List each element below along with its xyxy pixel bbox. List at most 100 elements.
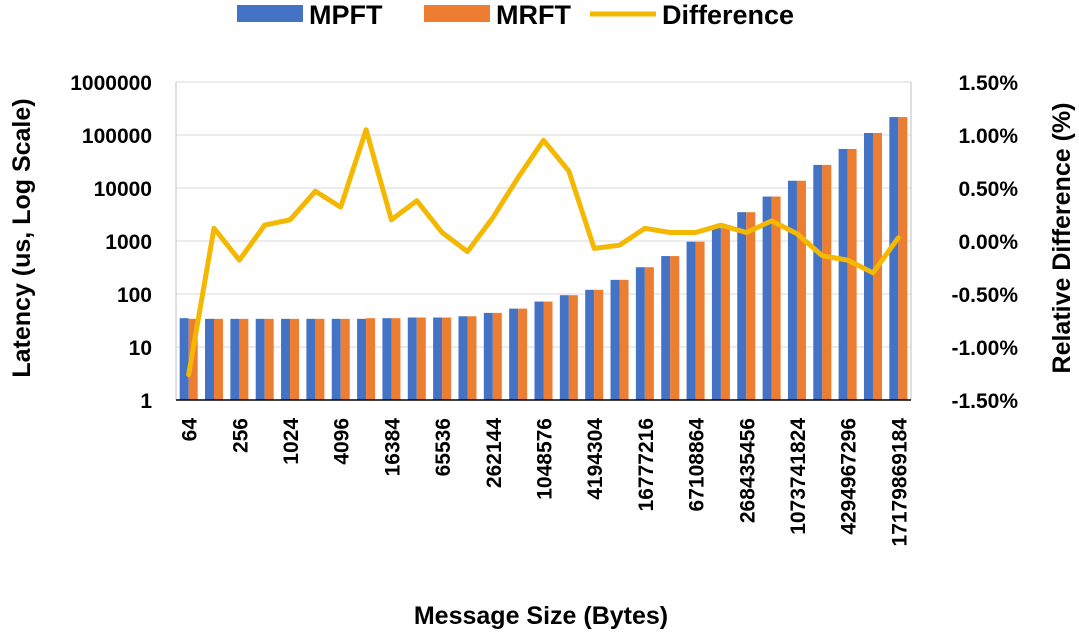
bar-mrft bbox=[594, 289, 604, 400]
x-tick-label: 262144 bbox=[483, 418, 506, 488]
bar-mrft bbox=[543, 301, 553, 400]
difference-line bbox=[186, 127, 901, 378]
y-tick-label: 1 bbox=[140, 390, 152, 413]
y-axis-title: Latency (us, Log Scale) bbox=[8, 98, 36, 377]
bar-mpft bbox=[433, 317, 443, 400]
left-axis-ticks: 1 10 100 1000 10000 100000 1000000 bbox=[70, 72, 152, 413]
right-axis-ticks: -1.50% -1.00% -0.50% 0.00% 0.50% 1.00% 1.50% bbox=[951, 72, 1018, 413]
bar-mpft bbox=[255, 318, 265, 400]
bar-mpft bbox=[179, 318, 189, 400]
y2-tick-label: 0.50% bbox=[958, 178, 1018, 201]
bar-mrft bbox=[366, 318, 376, 400]
axes bbox=[175, 82, 912, 401]
x-axis-title: Message Size (Bytes) bbox=[414, 602, 668, 630]
bar-mrft bbox=[467, 316, 477, 400]
bar-mpft bbox=[838, 148, 848, 400]
bar-mrft bbox=[239, 318, 249, 400]
bar-mpft bbox=[762, 196, 772, 400]
bar-mrft bbox=[670, 256, 680, 400]
x-tick-label: 16384 bbox=[381, 418, 404, 477]
bar-mpft bbox=[306, 318, 316, 400]
x-tick-label: 65536 bbox=[432, 418, 455, 476]
bar-mpft bbox=[813, 164, 823, 400]
bar-mrft bbox=[340, 318, 350, 400]
bar-mrft bbox=[796, 180, 806, 400]
bar-mrft bbox=[898, 117, 908, 401]
bar-mpft bbox=[686, 241, 696, 400]
bar-mrft bbox=[315, 318, 325, 400]
y-tick-label: 1000000 bbox=[70, 72, 152, 95]
bar-mpft bbox=[863, 133, 873, 400]
bar-mpft bbox=[711, 228, 721, 400]
bar-mpft bbox=[787, 180, 797, 400]
bar-mpft bbox=[407, 317, 417, 400]
bar-mrft bbox=[391, 318, 401, 400]
bar-mpft bbox=[661, 256, 671, 400]
x-tick-label: 1048576 bbox=[534, 418, 557, 500]
x-axis-ticks: 64 256 1024 4096 16384 65536 262144 1048576 4194… bbox=[179, 418, 912, 547]
y2-axis-title: Relative Difference (%) bbox=[1048, 103, 1076, 374]
bar-mrft bbox=[695, 241, 705, 400]
x-tick-label: 1024 bbox=[280, 418, 303, 465]
y2-tick-label: -0.50% bbox=[951, 284, 1018, 307]
x-tick-label: 4294967296 bbox=[838, 418, 861, 535]
y-tick-label: 10 bbox=[129, 337, 152, 360]
y2-tick-label: -1.50% bbox=[951, 390, 1018, 413]
x-tick-label: 17179869184 bbox=[888, 418, 911, 547]
legend: MPFT MRFT Difference bbox=[237, 0, 794, 30]
bar-mrft bbox=[771, 196, 781, 400]
legend-label-difference: Difference bbox=[662, 0, 794, 30]
y2-tick-label: 1.00% bbox=[958, 125, 1018, 148]
x-tick-label: 268435456 bbox=[736, 418, 759, 523]
x-tick-label: 64 bbox=[179, 418, 202, 442]
bar-mpft bbox=[281, 318, 291, 400]
bar-mpft bbox=[458, 316, 468, 400]
bar-mpft bbox=[382, 318, 392, 400]
bar-mpft bbox=[737, 212, 747, 400]
y-tick-label: 1000 bbox=[105, 231, 152, 254]
difference-line-layer bbox=[186, 127, 901, 378]
bar-mrft bbox=[492, 312, 502, 400]
bar-mpft bbox=[357, 318, 367, 400]
y2-tick-label: 1.50% bbox=[958, 72, 1018, 95]
bar-mrft bbox=[619, 279, 629, 400]
bar-mrft bbox=[214, 318, 224, 400]
bar-mpft bbox=[331, 318, 341, 400]
legend-label-mrft: MRFT bbox=[496, 0, 571, 30]
bar-mpft bbox=[610, 279, 620, 400]
x-tick-label: 4096 bbox=[331, 418, 354, 465]
bar-mrft bbox=[518, 308, 528, 400]
bar-mrft bbox=[847, 148, 857, 400]
bar-mpft bbox=[585, 289, 595, 400]
bar-mpft bbox=[534, 301, 544, 400]
bar-mpft bbox=[559, 295, 569, 400]
x-tick-label: 67108864 bbox=[686, 418, 709, 512]
y2-tick-label: 0.00% bbox=[958, 231, 1018, 254]
bar-mrft bbox=[644, 267, 654, 400]
bar-mpft bbox=[635, 267, 645, 400]
bar-mpft bbox=[230, 318, 240, 400]
bar-mpft bbox=[509, 308, 519, 400]
y-tick-label: 100000 bbox=[82, 125, 152, 148]
bar-mrft bbox=[442, 317, 452, 400]
legend-label-mpft: MPFT bbox=[309, 0, 383, 30]
y2-tick-label: -1.00% bbox=[951, 337, 1018, 360]
bar-mpft bbox=[205, 318, 215, 400]
x-tick-label: 16777216 bbox=[635, 418, 658, 511]
bar-mrft bbox=[290, 318, 300, 400]
bar-mrft bbox=[264, 318, 274, 400]
legend-swatch-mpft bbox=[237, 5, 303, 22]
legend-swatch-mrft bbox=[424, 5, 490, 22]
bar-mpft bbox=[483, 312, 493, 400]
bars bbox=[179, 117, 908, 401]
y-tick-label: 100 bbox=[117, 284, 152, 307]
y-tick-label: 10000 bbox=[94, 178, 152, 201]
x-tick-label: 4194304 bbox=[584, 418, 607, 500]
bar-mrft bbox=[416, 317, 426, 400]
x-tick-label: 256 bbox=[229, 418, 252, 453]
bar-mrft bbox=[746, 212, 756, 400]
bar-mrft bbox=[568, 295, 578, 400]
bar-mpft bbox=[889, 117, 899, 401]
